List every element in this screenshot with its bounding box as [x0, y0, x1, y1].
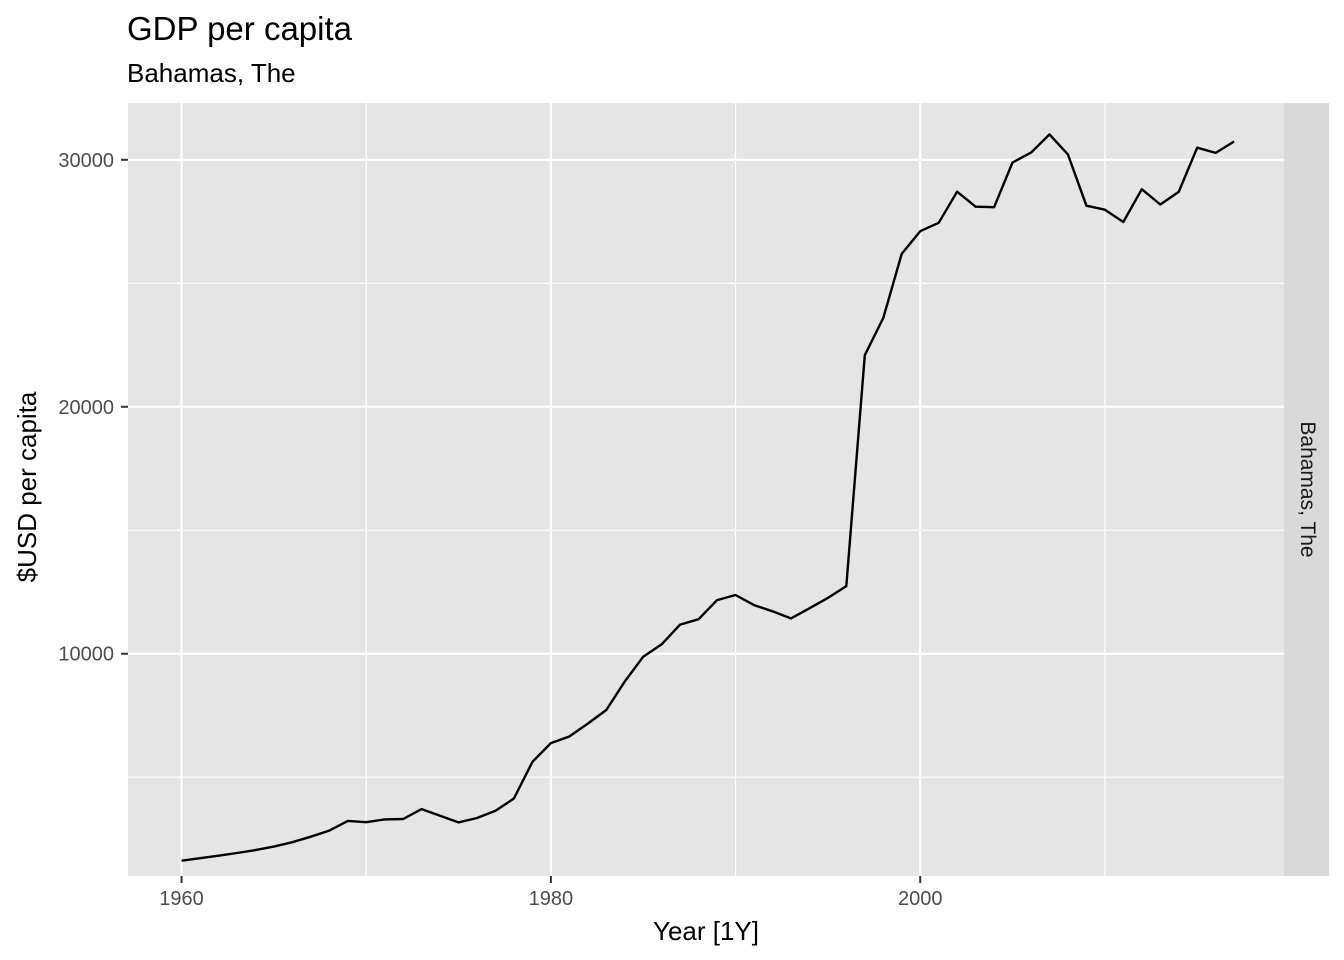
y-tick-label: 20000	[58, 397, 114, 419]
facet-strip-label: Bahamas, The	[1296, 421, 1319, 557]
facet-strip	[1284, 103, 1329, 876]
x-tick-label: 2000	[898, 888, 943, 910]
y-tick-label: 30000	[58, 150, 114, 172]
chart-subtitle: Bahamas, The	[127, 58, 296, 88]
x-tick-label: 1960	[159, 888, 204, 910]
chart-title: GDP per capita	[127, 10, 353, 47]
y-tick-label: 10000	[58, 644, 114, 666]
y-axis: 10000 20000 30000	[58, 150, 128, 666]
major-gridlines	[128, 103, 1284, 876]
gdp-series-line	[181, 133, 1235, 862]
x-tick-label: 1980	[529, 888, 574, 910]
x-axis-title: Year [1Y]	[653, 916, 759, 946]
minor-gridlines	[128, 103, 1284, 876]
x-axis: 1960 1980 2000	[159, 876, 942, 910]
y-axis-title: $USD per capita	[12, 391, 42, 582]
plot-panel	[128, 103, 1284, 876]
